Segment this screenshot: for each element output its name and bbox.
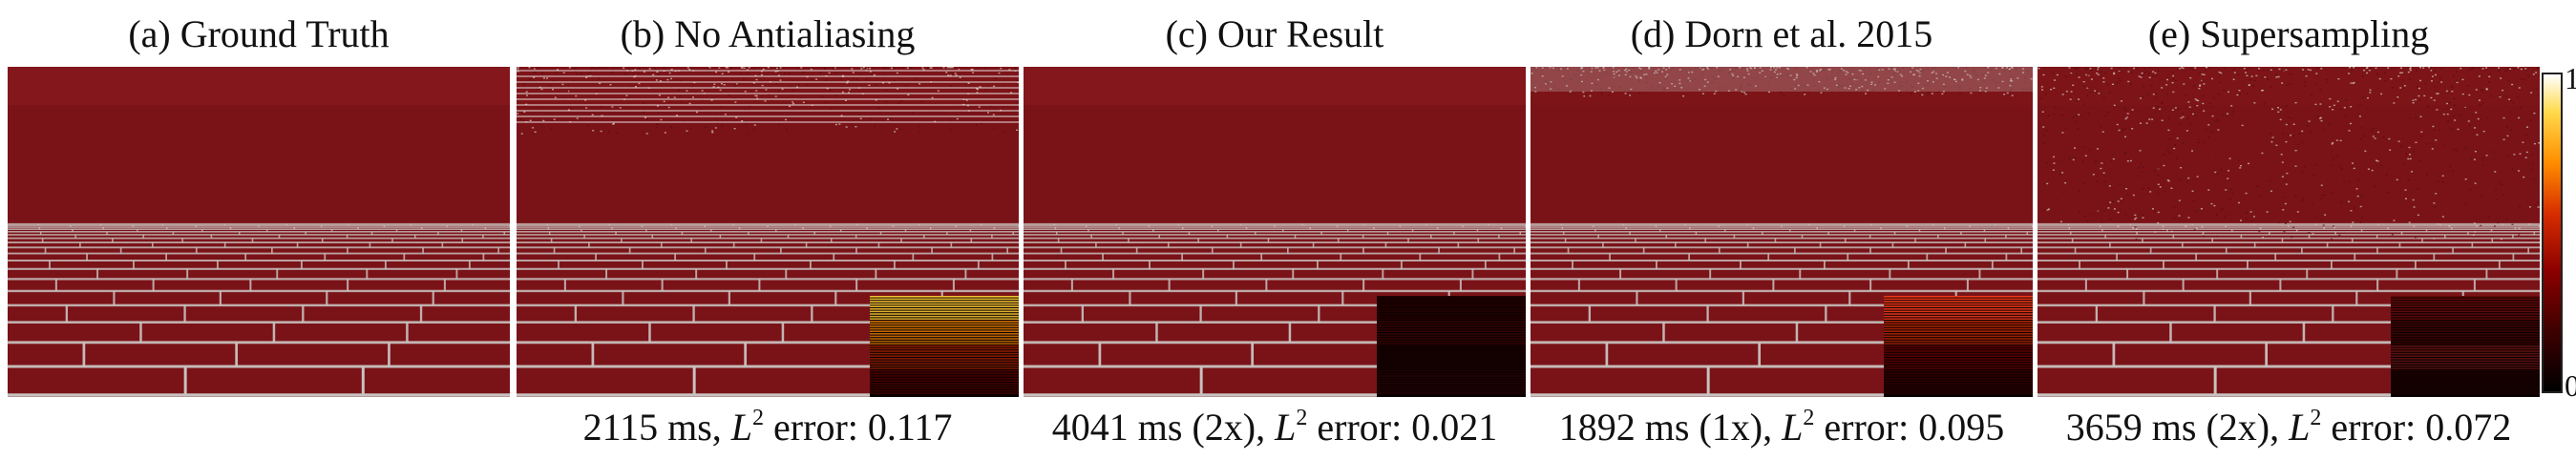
panel-title-dorn: (d) Dorn et al. 2015 bbox=[1531, 6, 2033, 63]
panel-title-ground-truth: (a) Ground Truth bbox=[8, 6, 510, 63]
error-heatmap-inset bbox=[1884, 296, 2033, 397]
error-heatmap-inset bbox=[2391, 296, 2540, 397]
error-heatmap-inset bbox=[1377, 296, 1526, 397]
error-heatmap-inset bbox=[870, 296, 1019, 397]
panel-image-ground-truth bbox=[8, 67, 510, 397]
caption-dorn: 1892 ms (1x), L2 error: 0.095 bbox=[1531, 401, 2033, 454]
colorbar-max-label: 1 bbox=[2565, 63, 2576, 94]
error-colorbar bbox=[2542, 73, 2563, 393]
panel-title-supersampling: (e) Supersampling bbox=[2038, 6, 2540, 63]
caption-our-result: 4041 ms (2x), L2 error: 0.021 bbox=[1024, 401, 1526, 454]
panel-image-dorn bbox=[1531, 67, 2033, 397]
panel-title-our-result: (c) Our Result bbox=[1024, 6, 1526, 63]
panel-image-supersampling bbox=[2038, 67, 2540, 397]
caption-supersampling: 3659 ms (2x), L2 error: 0.072 bbox=[2038, 401, 2540, 454]
caption-no-antialiasing: 2115 ms, L2 error: 0.117 bbox=[517, 401, 1019, 454]
panel-title-no-antialiasing: (b) No Antialiasing bbox=[517, 6, 1019, 63]
colorbar-min-label: 0 bbox=[2565, 370, 2576, 401]
panel-image-no-antialiasing bbox=[517, 67, 1019, 397]
panel-image-our-result bbox=[1024, 67, 1526, 397]
brick-floor-render bbox=[8, 67, 510, 397]
